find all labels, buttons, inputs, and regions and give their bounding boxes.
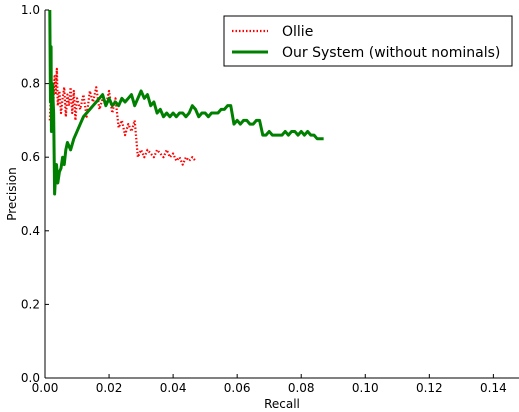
- legend-label: Ollie: [282, 24, 313, 40]
- legend: Ollie Our System (without nominals): [223, 15, 513, 67]
- y-tick-label: 0.6: [21, 150, 40, 164]
- legend-box: [223, 15, 513, 67]
- x-tick-label: 0.02: [96, 381, 123, 395]
- x-tick-label: 0.08: [288, 381, 315, 395]
- y-tick-label: 0.4: [21, 224, 40, 238]
- y-tick-label: 0.2: [21, 297, 40, 311]
- legend-label: Our System (without nominals): [282, 45, 500, 61]
- axes-layer: [44, 10, 519, 379]
- y-axis-label: Precision: [5, 167, 19, 221]
- ticks-layer: 0.00 0.02 0.04 0.06 0.08 0.10 0.12 0.14 0.0 0.2 0.…: [21, 3, 507, 395]
- x-tick-label: 0.12: [416, 381, 443, 395]
- x-axis-label: Recall: [264, 397, 300, 411]
- series-layer: [48, 9, 324, 196]
- x-tick-label: 0.14: [480, 381, 507, 395]
- y-tick-label: 0.8: [21, 77, 40, 91]
- x-tick-label: 0.06: [224, 381, 251, 395]
- y-tick-label: 1.0: [21, 3, 40, 17]
- y-tick-label: 0.0: [21, 371, 40, 385]
- x-tick-label: 0.04: [160, 381, 187, 395]
- series-line-our-system: [48, 9, 324, 196]
- x-tick-label: 0.10: [352, 381, 379, 395]
- x-tick-label: 0.00: [32, 381, 59, 395]
